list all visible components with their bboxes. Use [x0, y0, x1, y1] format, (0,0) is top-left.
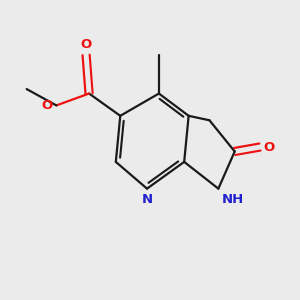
Text: O: O	[80, 38, 92, 51]
Text: NH: NH	[221, 194, 244, 206]
Text: O: O	[263, 140, 275, 154]
Text: O: O	[42, 99, 53, 112]
Text: N: N	[142, 194, 153, 206]
